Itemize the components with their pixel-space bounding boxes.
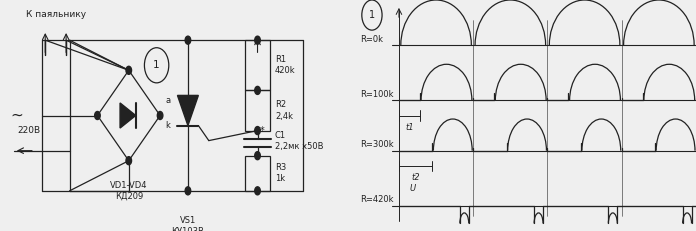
Circle shape [255, 152, 260, 160]
Text: k: k [166, 121, 171, 130]
Text: t1: t1 [405, 123, 413, 132]
Bar [245, 90, 269, 131]
Text: 1: 1 [153, 60, 160, 70]
Circle shape [185, 187, 191, 195]
Circle shape [185, 36, 191, 44]
Text: 1: 1 [369, 10, 375, 20]
Polygon shape [120, 103, 136, 128]
Text: U: U [409, 184, 416, 193]
Circle shape [255, 36, 260, 44]
Circle shape [255, 187, 260, 195]
Text: a: a [166, 96, 171, 105]
Bar [245, 156, 269, 191]
Text: R2
2,4k: R2 2,4k [275, 100, 293, 121]
Text: 220В: 220В [17, 126, 40, 135]
Circle shape [95, 112, 100, 119]
Text: VD1-VD4
КД209: VD1-VD4 КД209 [110, 181, 148, 201]
Text: R=0k: R=0k [360, 35, 383, 44]
Text: R=300k: R=300k [360, 140, 394, 149]
Circle shape [255, 127, 260, 135]
Text: ~: ~ [10, 108, 23, 123]
Text: R3
1k: R3 1k [275, 163, 286, 183]
Text: C1
2,2мк х50В: C1 2,2мк х50В [275, 131, 324, 151]
Circle shape [255, 86, 260, 94]
Text: R=100k: R=100k [360, 90, 394, 99]
Bar [245, 40, 269, 90]
Polygon shape [177, 95, 198, 125]
Circle shape [126, 66, 132, 74]
Text: *: * [259, 126, 264, 136]
Text: К паяльнику: К паяльнику [26, 10, 86, 19]
Circle shape [157, 112, 163, 119]
Text: R1
420k: R1 420k [275, 55, 296, 75]
Text: VS1
КУ103В: VS1 КУ103В [171, 216, 205, 231]
Text: t2: t2 [411, 173, 420, 182]
Text: R=420k: R=420k [360, 195, 394, 204]
Circle shape [126, 157, 132, 165]
